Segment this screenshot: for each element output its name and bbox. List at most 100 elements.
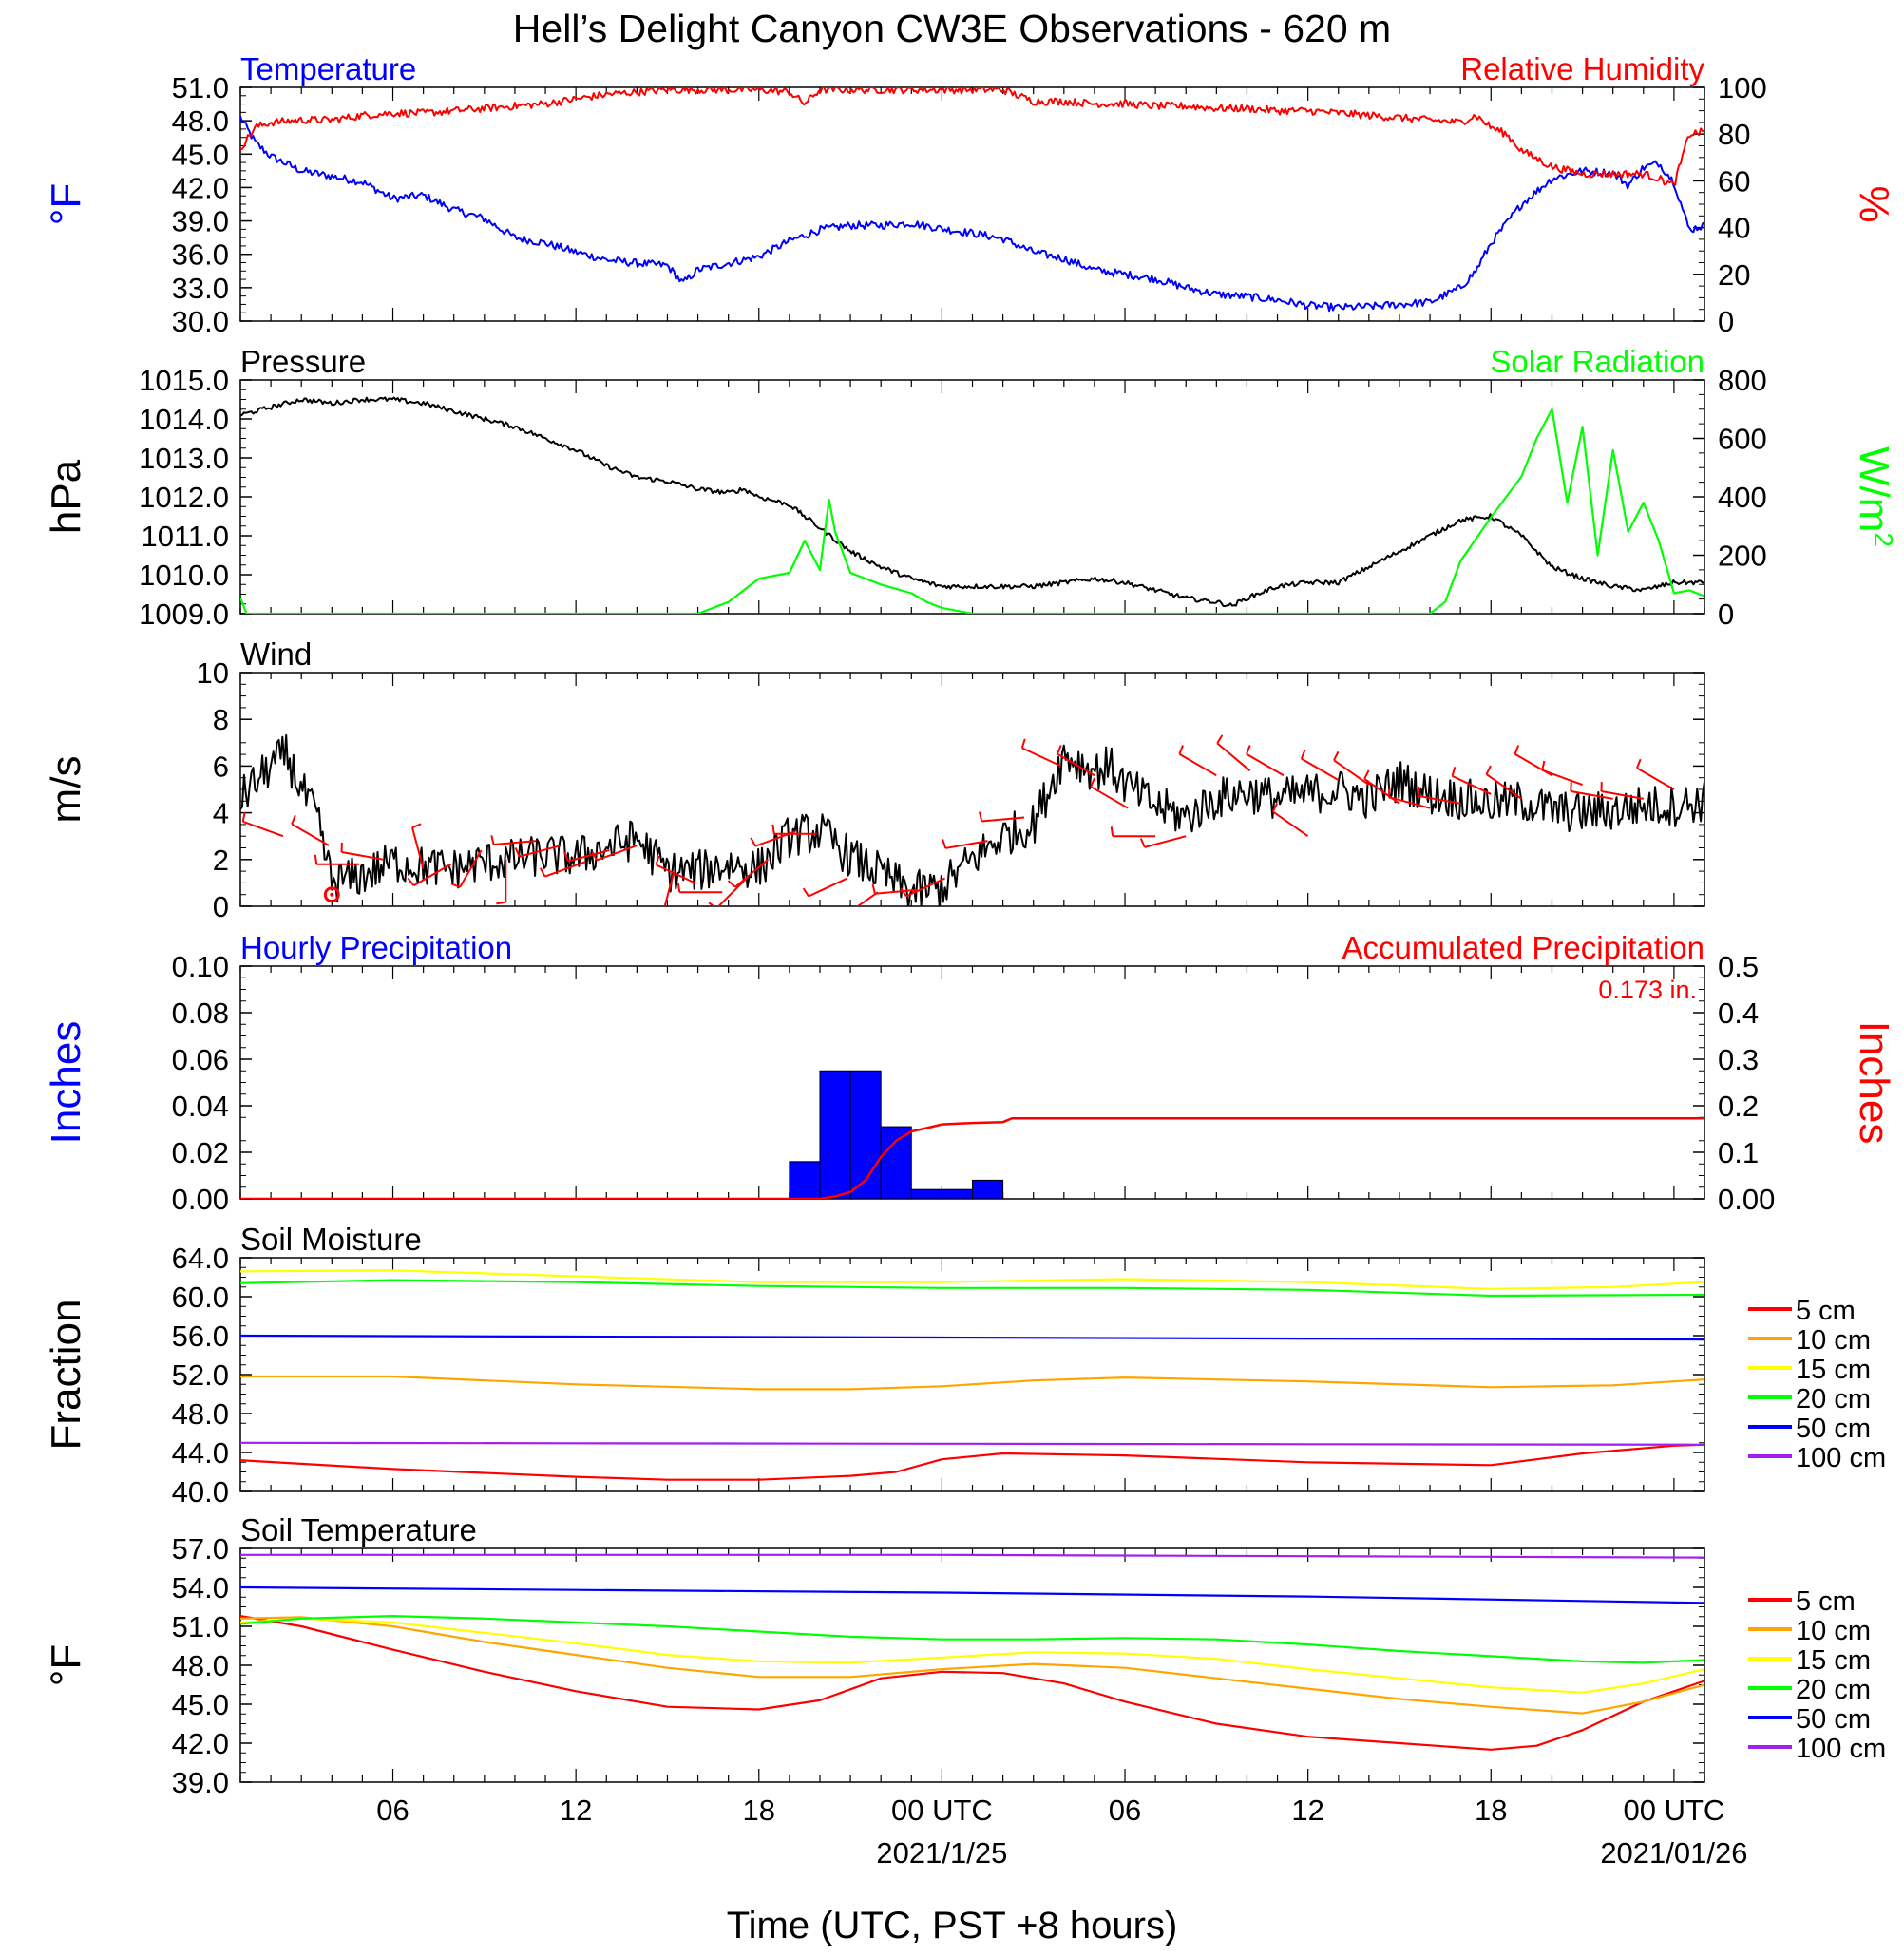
wind-barb	[1541, 769, 1583, 787]
wind-barb	[663, 873, 675, 906]
wind-barb	[411, 826, 425, 869]
series-line-5cm	[240, 1615, 1704, 1751]
wind-barb-flag	[978, 811, 983, 822]
left-tick-label: 0.08	[172, 996, 229, 1030]
wind-barb	[1571, 790, 1613, 800]
wind-barb	[808, 877, 848, 898]
left-tick-label: 51.0	[172, 1610, 229, 1643]
right-tick-label: 60	[1718, 164, 1750, 198]
legend-label: 5 cm	[1796, 1296, 1856, 1326]
wind-barb-flag	[1387, 787, 1391, 798]
left-tick-label: 2	[213, 844, 229, 877]
left-tick-label: 54.0	[172, 1571, 229, 1604]
series-line-20cm	[240, 1279, 1704, 1298]
right-tick-label: 80	[1718, 118, 1750, 151]
wind-barb	[413, 863, 452, 887]
wind-barb-flag	[1246, 745, 1251, 755]
left-tick-label: 0.04	[172, 1090, 229, 1123]
wind-barb-flag	[771, 824, 775, 834]
right-tick-label: 0.3	[1718, 1043, 1759, 1076]
wind-barb	[1057, 752, 1095, 777]
wind-barb	[1636, 767, 1675, 790]
wind-barb-flag	[1020, 738, 1026, 749]
wind-barb-flag	[411, 823, 422, 829]
wind-barb	[1452, 774, 1492, 795]
wind-barb-flag	[836, 910, 843, 917]
wind-barb-flag	[708, 902, 715, 906]
wind-barb	[1333, 759, 1370, 786]
precip-bar	[789, 1161, 821, 1199]
wind-barb-flag	[1300, 750, 1306, 760]
series-line	[240, 408, 1704, 614]
wind-barb	[905, 877, 946, 898]
precip-bar	[819, 1070, 851, 1199]
x-date-label: 2021/01/26	[1600, 1836, 1747, 1870]
series-line	[240, 396, 1704, 608]
left-tick-label: 10	[197, 656, 229, 690]
wind-barb	[519, 845, 562, 858]
wind-barb-flag	[1541, 760, 1546, 770]
left-tick-label: 0	[213, 890, 229, 923]
wind-barb	[874, 888, 918, 895]
left-tick-label: 0.02	[172, 1136, 229, 1169]
left-axis-unit: °F	[43, 183, 89, 225]
wind-barb-flag	[727, 880, 736, 888]
right-axis-unit: %	[1851, 185, 1897, 222]
wind-barb-flag	[314, 854, 318, 864]
legend-label: 20 cm	[1796, 1675, 1871, 1705]
legend-label: 50 cm	[1796, 1704, 1871, 1735]
right-axis-unit: Inches	[1851, 1021, 1897, 1145]
left-tick-label: 40.0	[172, 1475, 229, 1509]
wind-barb	[493, 840, 537, 846]
left-tick-label: 52.0	[172, 1358, 229, 1392]
wind-barb-flag	[900, 887, 907, 898]
panel-title-left: Soil Temperature	[240, 1512, 477, 1547]
calm-marker	[323, 886, 340, 903]
left-tick-label: 48.0	[172, 104, 229, 138]
right-tick-label: 0.2	[1718, 1090, 1759, 1123]
wind-barb	[341, 851, 385, 861]
panels: 51.048.045.042.039.036.033.030.010080604…	[43, 51, 1899, 1799]
x-tick-label: 06	[1109, 1794, 1141, 1827]
figure-title: Hell’s Delight Canyon CW3E Observations …	[513, 7, 1391, 50]
wind-barb	[459, 849, 483, 888]
right-tick-label: 800	[1718, 364, 1767, 397]
right-tick-label: 0	[1718, 305, 1734, 338]
panel-title-right: Relative Humidity	[1460, 51, 1704, 86]
wind-barb	[1090, 786, 1129, 809]
series-line	[240, 733, 1704, 906]
left-tick-label: 57.0	[172, 1532, 229, 1566]
right-tick-label: 0.5	[1718, 950, 1759, 983]
precip-bar	[941, 1188, 973, 1199]
wind-barb	[716, 877, 748, 906]
series-line	[240, 87, 1704, 186]
legend-label: 15 cm	[1796, 1645, 1871, 1676]
wind-barb-flag	[942, 839, 947, 849]
right-tick-label: 0.1	[1718, 1136, 1759, 1169]
left-axis-unit: m/s	[43, 756, 89, 824]
wind-barb-flag	[1333, 750, 1340, 761]
series-line	[240, 116, 1704, 313]
data-layer	[240, 733, 1704, 917]
left-tick-label: 8	[213, 703, 229, 736]
time-axis: 06 12 18 00 UTC 06 12 18 00 UTC 2021/1/25 2021/01…	[376, 1794, 1747, 1870]
right-tick-label: 20	[1718, 258, 1750, 292]
wind-barb-flag	[750, 837, 756, 847]
panel-title-left: Soil Moisture	[240, 1222, 422, 1257]
left-tick-label: 4	[213, 797, 229, 830]
wind-barb-flag	[676, 883, 681, 893]
series-line-100cm	[240, 1553, 1704, 1559]
wind-barb	[1178, 752, 1217, 777]
series-line-20cm	[240, 1615, 1704, 1664]
legend-label: 15 cm	[1796, 1355, 1871, 1385]
left-tick-label: 1012.0	[139, 481, 229, 514]
legend-label: 5 cm	[1796, 1586, 1856, 1617]
series-line-50cm	[240, 1334, 1704, 1341]
left-tick-label: 48.0	[172, 1649, 229, 1682]
wind-barb	[1144, 835, 1187, 848]
x-tick-label: 12	[560, 1794, 592, 1827]
wind-barb-flag	[1090, 777, 1095, 788]
wind-barb	[734, 859, 770, 888]
wind-barb	[567, 848, 610, 863]
